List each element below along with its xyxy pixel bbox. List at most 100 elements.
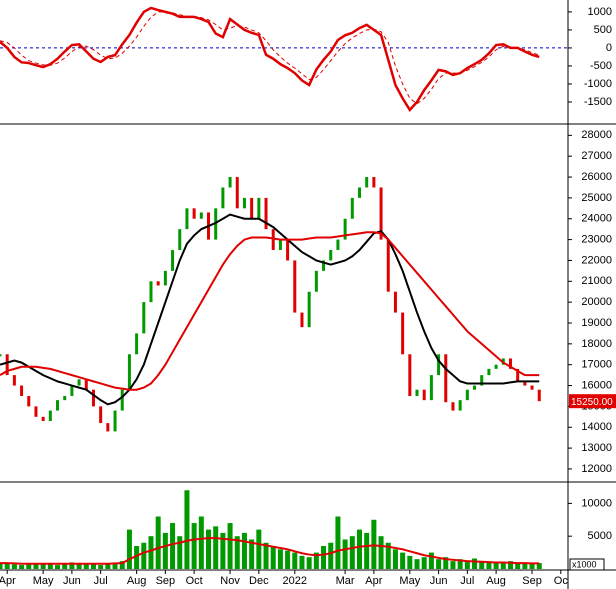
y-tick-label: 16000 (581, 379, 612, 391)
x-tick-label: Sep (156, 575, 176, 587)
price-candle (300, 312, 304, 328)
price-candle (480, 375, 484, 386)
price-candle (516, 368, 520, 382)
price-candle (379, 187, 383, 240)
volume-bar (69, 562, 75, 569)
price-candle (537, 389, 541, 402)
price-candle (329, 250, 333, 261)
y-tick-label: 18000 (581, 338, 612, 350)
price-candle (357, 187, 361, 198)
x-tick-label: Jun (430, 575, 448, 587)
x-tick-label: Aug (127, 575, 147, 587)
volume-bar (220, 532, 226, 569)
volume-bar (234, 536, 240, 569)
price-candle (5, 354, 9, 376)
volume-bar (436, 559, 442, 569)
volume-bar (98, 565, 104, 569)
y-tick-label: 24000 (581, 213, 612, 225)
price-candle (171, 250, 175, 271)
x-tick-label: Sep (522, 575, 542, 587)
volume-bar (457, 559, 463, 569)
unit-label: x1000 (572, 559, 597, 569)
price-candle (408, 354, 412, 396)
volume-bar (33, 563, 39, 569)
x-tick-label: Dec (249, 575, 269, 587)
volume-bar (206, 529, 212, 569)
volume-bar (414, 559, 420, 569)
volume-bar (321, 546, 327, 569)
x-tick-label: Apr (0, 575, 16, 587)
y-tick-label: 17000 (581, 359, 612, 371)
y-tick-label: -500 (590, 60, 612, 72)
volume-bar (0, 563, 3, 569)
volume-bar (256, 529, 262, 569)
price-candle (27, 395, 31, 407)
price-candle (444, 354, 448, 403)
y-tick-label: 19000 (581, 317, 612, 329)
price-candle (242, 197, 246, 209)
y-tick-label: -1000 (584, 78, 612, 90)
price-candle (415, 389, 419, 396)
x-tick-label: Oct (186, 575, 203, 587)
indicator-line (0, 213, 540, 406)
volume-bar (364, 532, 370, 569)
price-candle (156, 281, 160, 286)
volume-bar (134, 546, 140, 569)
y-tick-label: 23000 (581, 233, 612, 245)
indicator-line (0, 231, 540, 391)
price-candle (70, 385, 74, 396)
price-candle (494, 364, 498, 369)
volume-bar (378, 536, 384, 569)
volume-bar (421, 557, 427, 569)
volume-bar (105, 563, 111, 569)
x-tick-label: Aug (486, 575, 506, 587)
volume-bar (249, 539, 255, 569)
x-tick-label: Jul (460, 575, 474, 587)
price-candle (393, 291, 397, 313)
volume-bar (40, 563, 46, 569)
price-candle (473, 385, 477, 390)
price-candle (113, 410, 117, 432)
volume-bar (285, 550, 291, 569)
price-candle (429, 375, 433, 401)
volume-bar (119, 561, 125, 569)
x-tick-label: May (33, 575, 54, 587)
unit-box (569, 558, 605, 571)
y-tick-label: 28000 (581, 129, 612, 141)
last-price-label: 15250.00 (571, 397, 613, 408)
y-tick-label: 14000 (581, 421, 612, 433)
price-candle (458, 400, 462, 411)
volume-bar (299, 555, 305, 569)
volume-bar (472, 558, 478, 569)
y-tick-label: 21000 (581, 275, 612, 287)
volume-bar (19, 565, 25, 569)
price-candle (99, 406, 103, 424)
price-candle (365, 177, 369, 188)
volume-bar (47, 564, 53, 569)
volume-bar (162, 532, 168, 569)
volume-bar (515, 563, 521, 569)
price-candle (91, 389, 95, 407)
price-candle (120, 389, 124, 411)
price-candle (307, 291, 311, 328)
price-candle (286, 239, 290, 261)
volume-bar (392, 549, 398, 569)
x-tick-label: Mar (336, 575, 355, 587)
price-candle (278, 239, 282, 251)
y-tick-label: 10000 (581, 497, 612, 509)
indicator-line (0, 537, 540, 565)
y-tick-label: 12000 (581, 463, 612, 475)
price-candle (530, 385, 534, 390)
price-candle (250, 197, 254, 219)
volume-bar (536, 563, 542, 569)
price-candle (199, 212, 203, 219)
volume-bar (335, 516, 341, 569)
volume-bar (400, 552, 406, 569)
volume-bar (126, 529, 132, 569)
price-candle (20, 385, 24, 396)
volume-bar (90, 564, 96, 569)
price-candle (350, 197, 354, 219)
volume-bar (112, 563, 118, 569)
volume-bar (83, 563, 89, 569)
